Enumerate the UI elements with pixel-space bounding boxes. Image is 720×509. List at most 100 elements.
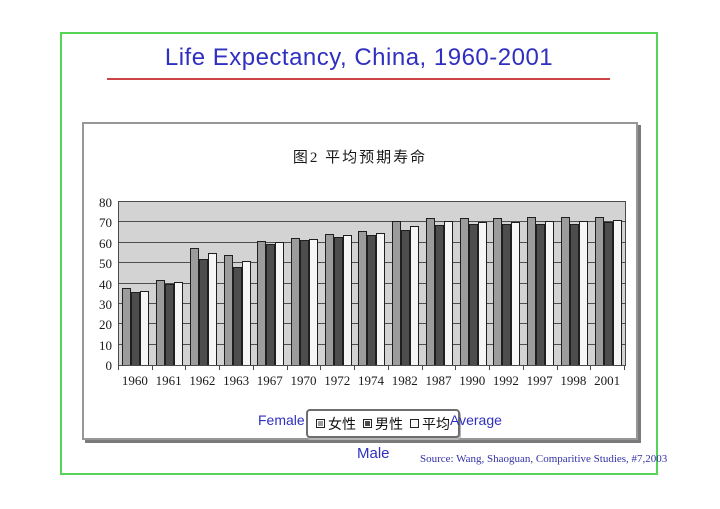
bar-男性-1997 bbox=[536, 224, 546, 365]
x-tick-mark bbox=[219, 366, 221, 370]
x-tick-mark bbox=[590, 366, 592, 370]
x-tick-label-1967: 1967 bbox=[256, 373, 283, 388]
x-tick-label-2001: 2001 bbox=[594, 373, 621, 388]
bar-group-1998 bbox=[558, 202, 592, 365]
bar-男性-1990 bbox=[468, 224, 478, 365]
y-tick-label-10: 10 bbox=[99, 337, 112, 353]
x-tick-label-1998: 1998 bbox=[560, 373, 587, 388]
bar-男性-1961 bbox=[165, 283, 175, 365]
bar-男性-1982 bbox=[401, 229, 411, 365]
legend-key-icon bbox=[316, 419, 325, 428]
x-tick-mark bbox=[522, 366, 524, 370]
bar-男性-1974 bbox=[367, 234, 377, 365]
source-citation: Source: Wang, Shaoguan, Comparitive Stud… bbox=[420, 453, 668, 465]
legend-item-男性: 男性 bbox=[363, 414, 403, 434]
plot-area bbox=[118, 201, 626, 366]
x-tick-mark bbox=[421, 366, 423, 370]
bar-男性-1987 bbox=[434, 225, 444, 365]
x-tick-mark bbox=[151, 366, 153, 370]
bar-group-1960 bbox=[119, 202, 153, 365]
bar-男性-2001 bbox=[603, 222, 613, 365]
x-tick-mark bbox=[387, 366, 389, 370]
bar-group-1962 bbox=[186, 202, 220, 365]
x-tick-label-1982: 1982 bbox=[391, 373, 418, 388]
x-tick-mark bbox=[118, 366, 119, 370]
bar-group-1963 bbox=[220, 202, 254, 365]
x-tick-mark bbox=[455, 366, 457, 370]
gridline-70 bbox=[119, 221, 625, 223]
bar-女性-1992 bbox=[493, 218, 503, 365]
bar-男性-1967 bbox=[266, 243, 276, 365]
y-tick-label-40: 40 bbox=[99, 276, 112, 292]
x-tick-mark bbox=[185, 366, 187, 370]
bar-女性-1961 bbox=[156, 280, 166, 365]
bar-平均-1997 bbox=[545, 221, 555, 365]
bar-女性-1970 bbox=[291, 237, 301, 365]
bar-group-1987 bbox=[423, 202, 457, 365]
x-tick-label-1992: 1992 bbox=[492, 373, 519, 388]
y-tick-label-20: 20 bbox=[99, 317, 112, 333]
legend-key-icon bbox=[363, 419, 372, 428]
bar-group-1972 bbox=[321, 202, 355, 365]
y-tick-label-50: 50 bbox=[99, 256, 112, 272]
bar-女性-1987 bbox=[425, 218, 435, 365]
slide-border-frame bbox=[60, 32, 658, 475]
legend-annotation-female: Female bbox=[258, 412, 305, 428]
bar-男性-1963 bbox=[232, 267, 242, 365]
bar-女性-1997 bbox=[527, 217, 537, 365]
bar-平均-1982 bbox=[410, 226, 420, 365]
legend-key-icon bbox=[410, 419, 419, 428]
bar-group-1970 bbox=[288, 202, 322, 365]
bar-平均-2001 bbox=[612, 220, 622, 365]
legend-annotation-average: Average bbox=[450, 412, 502, 428]
bar-女性-1982 bbox=[392, 221, 402, 365]
bar-女性-2001 bbox=[594, 217, 604, 365]
x-tick-label-1974: 1974 bbox=[358, 373, 384, 388]
legend-item-平均: 平均 bbox=[410, 414, 450, 434]
x-tick-mark bbox=[556, 366, 558, 370]
bar-平均-1970 bbox=[309, 238, 319, 365]
x-tick-mark bbox=[252, 366, 254, 370]
x-tick-mark bbox=[286, 366, 288, 370]
bar-女性-1974 bbox=[358, 230, 368, 365]
bar-平均-1963 bbox=[241, 261, 251, 365]
bar-group-1974 bbox=[355, 202, 389, 365]
bar-group-1990 bbox=[456, 202, 490, 365]
legend-label: 平均 bbox=[422, 417, 450, 433]
bar-女性-1963 bbox=[223, 254, 233, 365]
bar-平均-1962 bbox=[207, 252, 217, 365]
bar-男性-1970 bbox=[300, 239, 310, 365]
title-underline-rule bbox=[107, 78, 610, 80]
bar-平均-1990 bbox=[477, 222, 487, 365]
bar-平均-1974 bbox=[376, 232, 386, 365]
bar-男性-1972 bbox=[333, 236, 343, 365]
bar-男性-1960 bbox=[131, 291, 141, 365]
bar-group-1982 bbox=[389, 202, 423, 365]
bar-女性-1990 bbox=[459, 218, 469, 365]
x-tick-mark bbox=[354, 366, 356, 370]
legend-label: 男性 bbox=[375, 417, 403, 433]
bar-平均-1967 bbox=[275, 241, 285, 365]
bar-男性-1962 bbox=[198, 259, 208, 365]
x-tick-mark bbox=[624, 366, 625, 370]
y-tick-label-30: 30 bbox=[99, 296, 112, 312]
y-tick-label-60: 60 bbox=[99, 235, 112, 251]
x-tick-label-1962: 1962 bbox=[189, 373, 216, 388]
y-tick-label-80: 80 bbox=[99, 195, 112, 210]
chart-legend: 女性 男性 平均 bbox=[306, 409, 460, 438]
chart-title: 图2 平均预期寿命 bbox=[292, 150, 428, 166]
bar-group-1961 bbox=[153, 202, 187, 365]
x-tick-label-1972: 1972 bbox=[324, 373, 351, 388]
y-tick-label-70: 70 bbox=[99, 215, 112, 231]
bar-女性-1967 bbox=[257, 240, 267, 365]
x-tick-label-1990: 1990 bbox=[459, 373, 486, 388]
bar-平均-1961 bbox=[174, 282, 184, 365]
bar-女性-1972 bbox=[324, 233, 334, 365]
bar-group-1997 bbox=[524, 202, 558, 365]
y-tick-label-0: 0 bbox=[105, 358, 113, 373]
x-tick-mark bbox=[489, 366, 491, 370]
bar-平均-1998 bbox=[578, 221, 588, 365]
bar-女性-1962 bbox=[189, 247, 199, 365]
x-tick-label-1960: 1960 bbox=[121, 373, 148, 388]
